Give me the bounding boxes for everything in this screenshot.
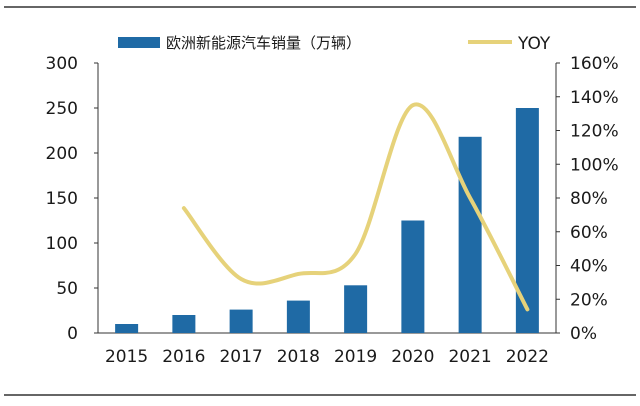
bar-2021 [458,136,482,333]
legend-bar-label: 欧洲新能源汽车销量（万辆） [166,34,361,52]
y-right-tick-label: 80% [570,189,608,209]
y-left-tick-label: 0 [67,324,78,344]
y-left-tick-label: 100 [46,234,78,254]
y-right-tick-label: 40% [570,257,608,277]
x-tick-label: 2017 [219,347,262,367]
legend-line-label: YOY [517,34,551,54]
x-tick-label: 2021 [448,347,491,367]
y-right-tick-label: 120% [570,122,619,142]
x-tick-label: 2016 [162,347,205,367]
y-right-tick-label: 160% [570,54,619,74]
x-tick-label: 2020 [391,347,434,367]
bars [115,108,539,333]
legend: 欧洲新能源汽车销量（万辆） YOY [118,34,551,54]
bar-2020 [401,220,425,333]
y-right-tick-label: 60% [570,223,608,243]
x-tick-label: 2018 [277,347,320,367]
bar-2019 [344,285,368,333]
bar-2016 [172,315,196,333]
y-left-tick-label: 50 [56,279,78,299]
y-left-tick-label: 250 [46,99,78,119]
bar-2018 [286,300,310,333]
y-left-tick-labels: 0 50 100 150 200 250 300 [46,54,78,344]
bar-2017 [229,309,253,333]
y-left-tick-label: 300 [46,54,78,74]
x-tick-label: 2022 [506,347,549,367]
y-left-tick-label: 200 [46,144,78,164]
y-right-tick-label: 140% [570,88,619,108]
y-left-tick-label: 150 [46,189,78,209]
y-right-tick-label: 100% [570,155,619,175]
x-tick-labels: 2015 2016 2017 2018 2019 2020 2021 2022 [105,347,549,367]
y-right-tick-labels: 0% 20% 40% 60% 80% 100% 120% 140% 160% [570,54,619,344]
legend-bar-swatch [118,37,160,48]
bar-2022 [515,108,539,333]
x-tick-label: 2019 [334,347,377,367]
y-right-tick-label: 0% [570,324,597,344]
bar-2015 [115,324,139,333]
axes [94,62,560,334]
x-tick-label: 2015 [105,347,148,367]
yoy-line [181,102,530,312]
yoy-line-layer [181,102,530,312]
y-right-tick-label: 20% [570,290,608,310]
